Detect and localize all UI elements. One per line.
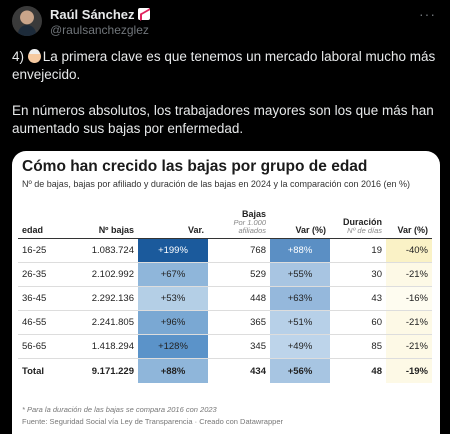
cell-var2: +51% [270,310,330,335]
cell-var2: +55% [270,262,330,287]
cell-nbajas: 2.102.992 [72,262,138,287]
chart-emoji-icon [137,8,150,20]
cell-bajas: 345 [208,334,270,359]
table-header-row: edad Nº bajas Var. Bajas Por 1.000 afilia… [18,207,432,239]
duracion-label: Duración [342,217,382,227]
cell-bajas: 448 [208,286,270,311]
cell-dur: 85 [330,334,386,359]
cell-dur: 19 [330,238,386,263]
cell-nbajas: 1.418.294 [72,334,138,359]
cell-dur: 43 [330,286,386,311]
cell-var: +53% [138,286,208,311]
cell-dur: 30 [330,262,386,287]
cell-var: +96% [138,310,208,335]
data-table: edad Nº bajas Var. Bajas Por 1.000 afilia… [18,207,432,383]
tweet-text: 4) La primera clave es que tenemos un me… [12,48,440,138]
cell-var: +128% [138,334,208,359]
cell-var2: +49% [270,334,330,359]
user-name-text[interactable]: Raúl Sánchez [50,7,135,22]
table-row: 56-65 1.418.294 +128% 345 +49% 85 -21% [18,334,432,359]
older-person-emoji-icon [27,49,41,63]
cell-bajas: 365 [208,310,270,335]
cell-bajas: 529 [208,262,270,287]
cell-edad: 36-45 [18,286,72,311]
user-name[interactable]: Raúl Sánchez [50,7,150,22]
cell-var3: -16% [386,286,432,311]
cell-var2: +63% [270,286,330,311]
table-row: 26-35 2.102.992 +67% 529 +55% 30 -21% [18,262,432,287]
table-row: 36-45 2.292.136 +53% 448 +63% 43 -16% [18,286,432,311]
col-header-var-pct: Var (%) [270,207,330,239]
avatar[interactable] [12,6,42,36]
cell-bajas: 434 [208,358,270,383]
cell-var: +88% [138,358,208,383]
tweet-image-card[interactable]: Cómo han crecido las bajas por grupo de … [12,151,440,434]
col-header-edad: edad [18,207,72,239]
duracion-note: Nº de días [347,226,382,235]
tweet-text-1: 4) [12,49,28,64]
cell-nbajas: 1.083.724 [72,238,138,263]
more-options-icon[interactable]: ··· [419,6,436,22]
table-row: 46-55 2.241.805 +96% 365 +51% 60 -21% [18,310,432,335]
table-subtitle: Nº de bajas, bajas por afiliado y duraci… [22,179,411,189]
table-footnote: * Para la duración de las bajas se compa… [22,405,217,414]
cell-edad: 46-55 [18,310,72,335]
cell-dur: 60 [330,310,386,335]
table-source: Fuente: Seguridad Social vía Ley de Tran… [22,417,283,426]
cell-var3: -40% [386,238,432,263]
cell-dur: 48 [330,358,386,383]
cell-var3: -21% [386,334,432,359]
cell-nbajas: 9.171.229 [72,358,138,383]
bajas-note: Por 1.000 afiliados [233,218,266,235]
cell-var3: -19% [386,358,432,383]
tweet-header: Raúl Sánchez @raulsanchezglez ··· [0,0,450,40]
cell-var3: -21% [386,262,432,287]
cell-nbajas: 2.292.136 [72,286,138,311]
cell-edad: 26-35 [18,262,72,287]
table-title: Cómo han crecido las bajas por grupo de … [22,158,368,175]
col-header-var: Var. [138,207,208,239]
tweet-text-1b: La primera clave es que tenemos un merca… [12,49,436,82]
cell-var2: +56% [270,358,330,383]
col-header-var-pct-2: Var (%) [386,207,432,239]
col-header-bajas: Bajas Por 1.000 afiliados [208,207,270,239]
cell-edad: 56-65 [18,334,72,359]
user-handle[interactable]: @raulsanchezglez [50,23,149,37]
cell-edad: 16-25 [18,238,72,263]
table-total-row: Total 9.171.229 +88% 434 +56% 48 -19% [18,358,432,383]
cell-var3: -21% [386,310,432,335]
table-row: 16-25 1.083.724 +199% 768 +88% 19 -40% [18,238,432,263]
col-header-duracion: Duración Nº de días [330,207,386,239]
bajas-label: Bajas [241,209,266,219]
cell-edad: Total [18,358,72,383]
cell-bajas: 768 [208,238,270,263]
cell-nbajas: 2.241.805 [72,310,138,335]
cell-var2: +88% [270,238,330,263]
tweet-text-2: En números absolutos, los trabajadores m… [12,103,434,136]
cell-var: +67% [138,262,208,287]
col-header-nbajas: Nº bajas [72,207,138,239]
cell-var: +199% [138,238,208,263]
